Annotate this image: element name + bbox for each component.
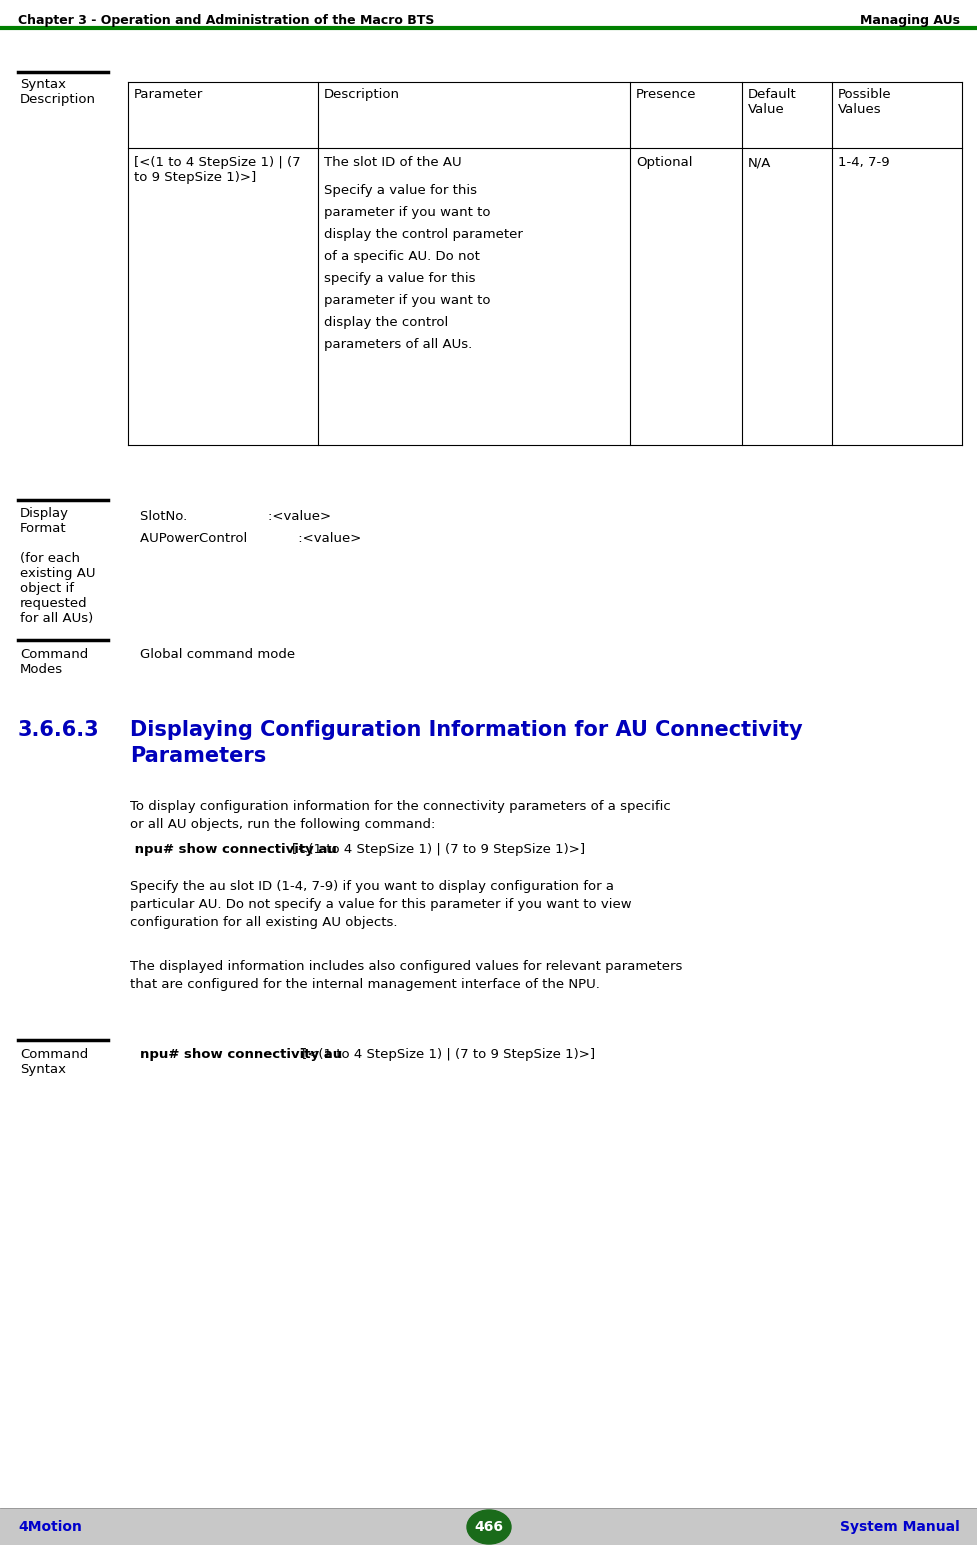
Text: Modes: Modes [20, 663, 64, 677]
Text: Presence: Presence [635, 88, 696, 100]
Text: N/A: N/A [747, 156, 771, 168]
Text: Managing AUs: Managing AUs [859, 14, 959, 26]
Text: particular AU. Do not specify a value for this parameter if you want to view: particular AU. Do not specify a value fo… [130, 898, 631, 912]
Text: Format: Format [20, 522, 66, 535]
Text: Description: Description [20, 93, 96, 107]
Text: The slot ID of the AU: The slot ID of the AU [323, 156, 461, 168]
Text: existing AU: existing AU [20, 567, 96, 579]
Text: Specify the au slot ID (1-4, 7-9) if you want to display configuration for a: Specify the au slot ID (1-4, 7-9) if you… [130, 881, 614, 893]
Text: requested: requested [20, 596, 88, 610]
Text: 3.6.6.3: 3.6.6.3 [18, 720, 100, 740]
Text: [<(1 to 4 StepSize 1) | (7 to 9 StepSize 1)>]: [<(1 to 4 StepSize 1) | (7 to 9 StepSize… [292, 844, 584, 856]
Text: 466: 466 [474, 1520, 503, 1534]
Text: Command: Command [20, 647, 88, 661]
Text: Parameter: Parameter [134, 88, 203, 100]
Ellipse shape [467, 1509, 510, 1543]
Text: Command: Command [20, 1048, 88, 1061]
Text: npu# show connectivity au: npu# show connectivity au [140, 1048, 347, 1061]
Text: Syntax: Syntax [20, 77, 65, 91]
Text: Displaying Configuration Information for AU Connectivity: Displaying Configuration Information for… [130, 720, 802, 740]
Text: for all AUs): for all AUs) [20, 612, 93, 626]
Text: Default
Value: Default Value [747, 88, 796, 116]
Text: [<(1 to 4 StepSize 1) | (7
to 9 StepSize 1)>]: [<(1 to 4 StepSize 1) | (7 to 9 StepSize… [134, 156, 300, 184]
Text: SlotNo.                   :<value>: SlotNo. :<value> [140, 510, 331, 524]
Text: Specify a value for this
parameter if you want to
display the control parameter
: Specify a value for this parameter if yo… [323, 184, 523, 351]
Text: [<(1 to 4 StepSize 1) | (7 to 9 StepSize 1)>]: [<(1 to 4 StepSize 1) | (7 to 9 StepSize… [302, 1048, 595, 1061]
Text: object if: object if [20, 582, 74, 595]
Text: Global command mode: Global command mode [140, 647, 295, 661]
Text: or all AU objects, run the following command:: or all AU objects, run the following com… [130, 817, 435, 831]
Text: that are configured for the internal management interface of the NPU.: that are configured for the internal man… [130, 978, 599, 990]
Text: (for each: (for each [20, 552, 80, 565]
Text: Parameters: Parameters [130, 746, 266, 766]
Text: System Manual: System Manual [839, 1520, 959, 1534]
Text: Chapter 3 - Operation and Administration of the Macro BTS: Chapter 3 - Operation and Administration… [18, 14, 434, 26]
Text: npu# show connectivity au: npu# show connectivity au [130, 844, 341, 856]
Text: 4Motion: 4Motion [18, 1520, 82, 1534]
Text: AUPowerControl            :<value>: AUPowerControl :<value> [140, 531, 361, 545]
Text: 1-4, 7-9: 1-4, 7-9 [837, 156, 889, 168]
Text: configuration for all existing AU objects.: configuration for all existing AU object… [130, 916, 397, 929]
Text: Description: Description [323, 88, 400, 100]
Text: To display configuration information for the connectivity parameters of a specif: To display configuration information for… [130, 800, 670, 813]
Bar [128, 82, 961, 445]
Text: Display: Display [20, 507, 69, 521]
Text: The displayed information includes also configured values for relevant parameter: The displayed information includes also … [130, 959, 682, 973]
Text: Optional: Optional [635, 156, 692, 168]
Bar [0, 1508, 977, 1545]
Text: Syntax: Syntax [20, 1063, 65, 1075]
Text: Possible
Values: Possible Values [837, 88, 891, 116]
